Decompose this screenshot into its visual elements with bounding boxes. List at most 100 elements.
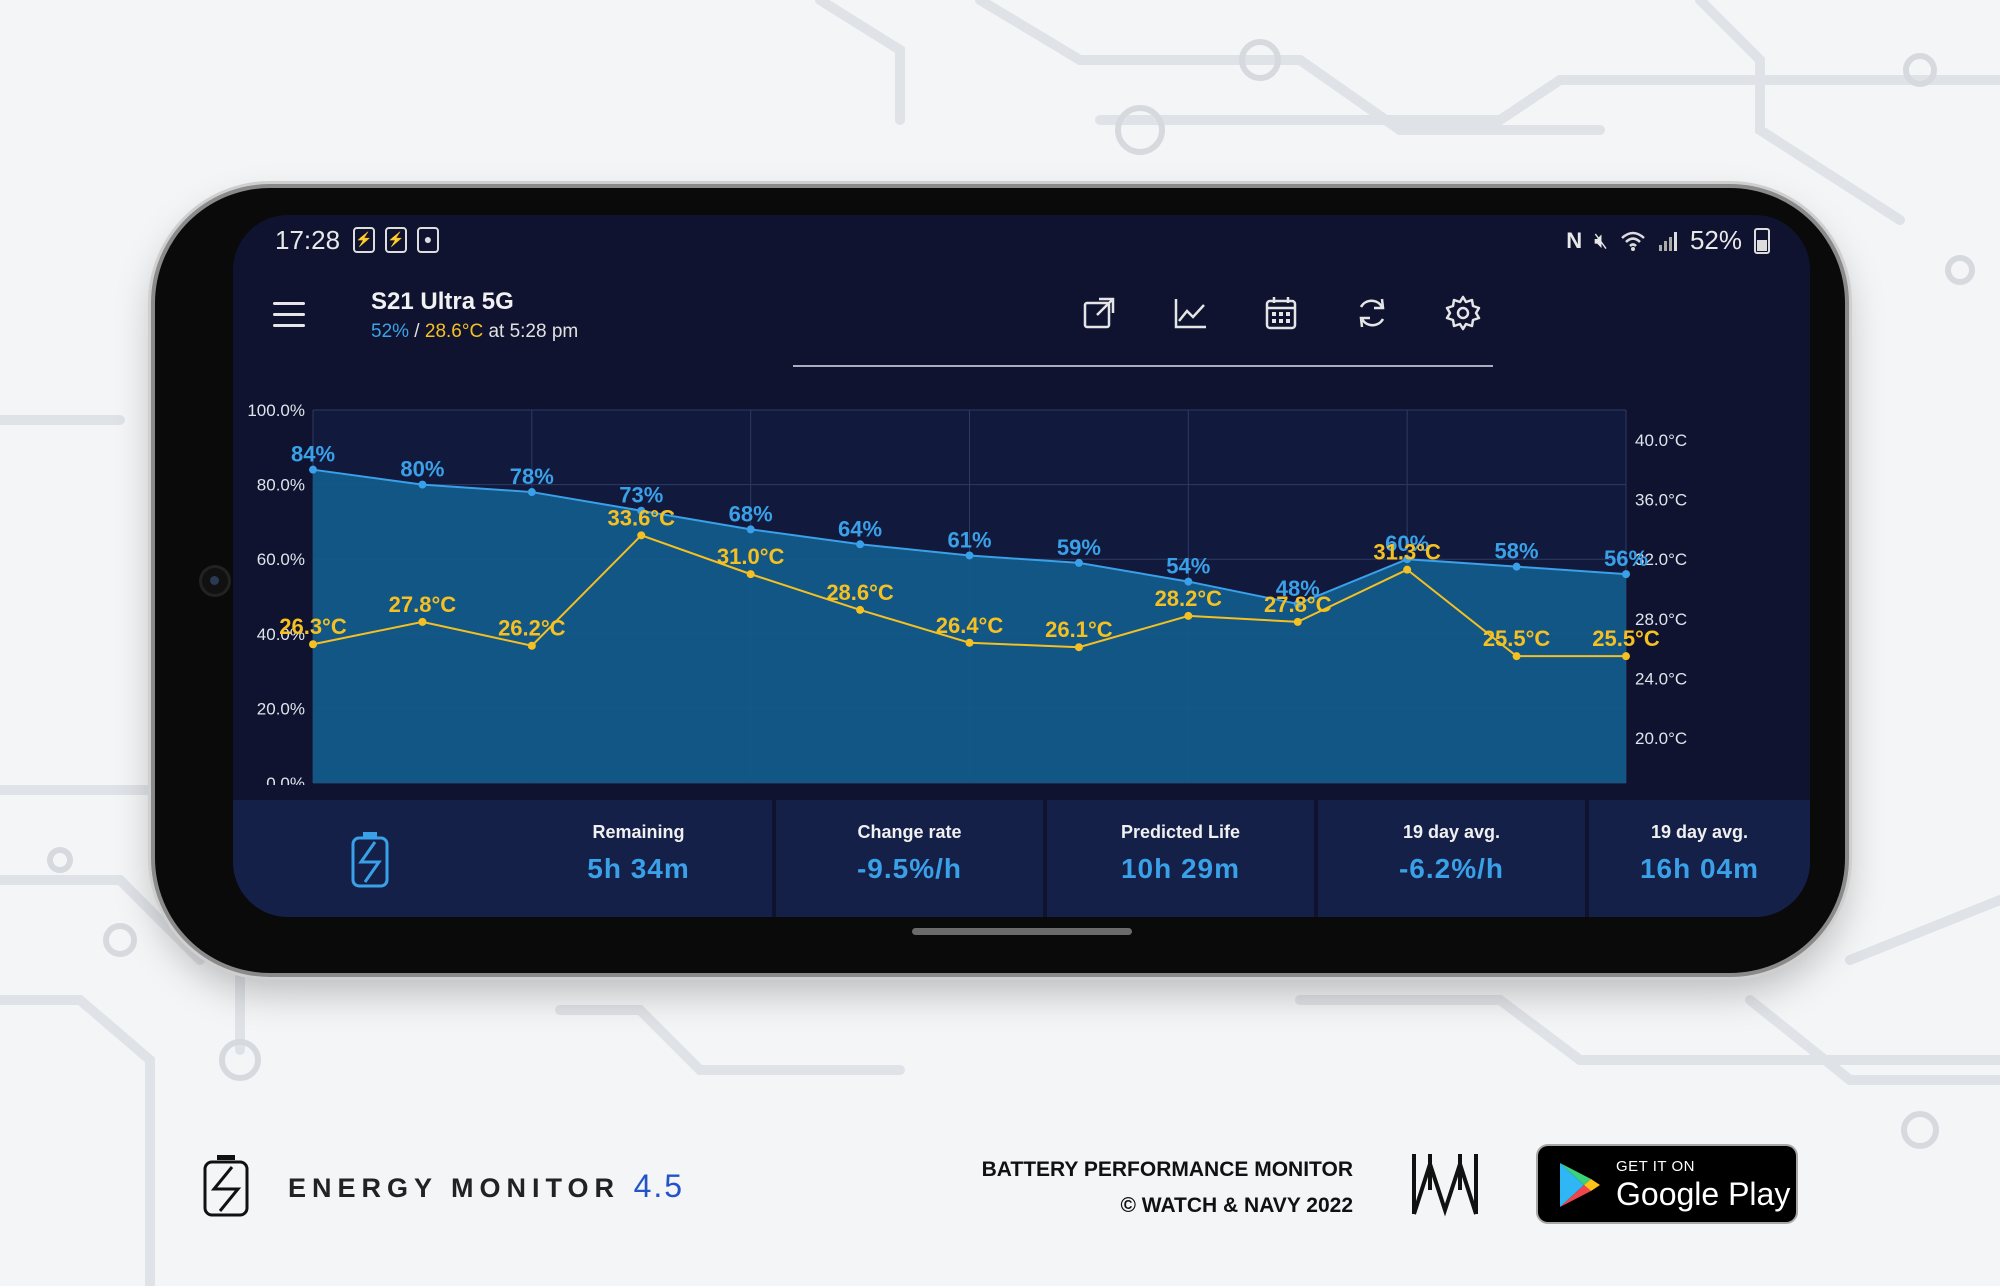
signal-icon (1658, 231, 1677, 251)
battery-data-label: 73% (619, 483, 663, 508)
stat-label: 19 day avg. (1650, 822, 1749, 842)
temperature-point (418, 617, 427, 626)
battery-point (1184, 577, 1193, 586)
temperature-point (746, 570, 755, 579)
stat-remaining: Remaining 5h 34m (505, 800, 772, 917)
temperature-data-label: 27.8°C (1264, 592, 1332, 617)
temperature-data-label: 26.4°C (936, 613, 1004, 638)
temperature-point (309, 640, 317, 649)
battery-point (1293, 599, 1302, 608)
stat-avg-rate: 19 day avg. -6.2%/h (1318, 800, 1585, 917)
stat-label: Change rate (857, 822, 962, 842)
battery-data-label: 60% (1385, 531, 1429, 556)
summary-temperature: 28.6°C (424, 321, 484, 342)
battery-data-label: 64% (838, 516, 882, 541)
stat-change-rate: Change rate -9.5%/h (776, 800, 1043, 917)
wifi-icon (1621, 231, 1645, 251)
y-left-tick-label: 0.0% (266, 774, 305, 785)
y-left-tick-label: 80.0% (257, 476, 305, 495)
energy-monitor-logo-icon (203, 1155, 249, 1217)
temperature-data-label: 26.3°C (279, 614, 347, 639)
settings-icon[interactable] (1443, 293, 1483, 333)
temperature-point (1184, 611, 1193, 620)
open-external-icon[interactable] (1079, 293, 1119, 333)
temperature-point (856, 605, 865, 614)
stat-value: 16h 04m (1639, 853, 1760, 884)
watch-navy-logo-icon (1412, 1154, 1478, 1217)
stats-logo-cell (233, 800, 505, 917)
battery-percent: 52% (1689, 225, 1742, 255)
y-left-tick-label: 60.0% (257, 550, 305, 569)
trend-chart-icon[interactable] (1170, 293, 1210, 333)
temperature-data-label: 33.6°C (607, 505, 675, 530)
battery-data-label: 58% (1495, 539, 1539, 564)
temperature-point (965, 638, 974, 647)
stat-value: 10h 29m (1120, 853, 1241, 884)
status-time: 17:28 (275, 225, 341, 255)
front-camera (202, 568, 228, 594)
store-name: Google Play (1616, 1176, 1791, 1212)
battery-chart: 0.0% 20.0% 40.0% 60.0% 80.0% 100.0% 20.0°C 24.0… (247, 401, 1687, 785)
battery-point (965, 551, 974, 560)
temperature-data-label: 31.0°C (717, 544, 785, 569)
volume-button (430, 181, 625, 189)
header-divider (793, 365, 1493, 367)
stat-predicted-life: Predicted Life 10h 29m (1047, 800, 1314, 917)
stat-label: 19 day avg. (1402, 822, 1501, 842)
google-play-icon (1560, 1163, 1600, 1207)
tagline-title: BATTERY PERFORMANCE MONITOR (981, 1158, 1353, 1181)
battery-point (856, 540, 865, 549)
brand-title: ENERGY MONITOR (288, 1173, 621, 1203)
battery-data-label: 68% (729, 501, 773, 526)
battery-data-label: 59% (1057, 535, 1101, 560)
temperature-data-label: 27.8°C (389, 592, 457, 617)
temperature-point (527, 641, 536, 650)
temperature-data-label: 28.6°C (826, 580, 894, 605)
temperature-point (637, 531, 646, 540)
temperature-point (1074, 643, 1083, 652)
battery-point (309, 465, 317, 474)
store-small-text: GET IT ON (1616, 1158, 1695, 1175)
temperature-data-label: 26.1°C (1045, 617, 1113, 642)
notification-icon: ● (417, 227, 439, 253)
temperature-point (1403, 565, 1412, 574)
menu-icon[interactable] (273, 302, 305, 328)
battery-point (527, 488, 536, 497)
home-indicator (912, 928, 1132, 935)
phone-screen: 17:28 ⚡ ⚡ ● N 🔇︎ 52% (233, 215, 1810, 917)
stat-value: 5h 34m (587, 853, 690, 884)
battery-data-label: 61% (947, 527, 991, 552)
summary-separator: / (409, 321, 425, 342)
y-right-tick-label: 32.0°C (1635, 550, 1687, 569)
calendar-icon[interactable] (1261, 293, 1301, 333)
y-left-tick-label: 100.0% (247, 401, 305, 420)
temperature-data-label: 28.2°C (1155, 586, 1223, 611)
stat-label: Remaining (592, 822, 685, 842)
google-play-badge[interactable]: GET IT ON Google Play (1538, 1146, 1796, 1222)
stat-value: -9.5%/h (856, 853, 963, 884)
brand-name: ENERGY MONITOR 4.5 (288, 1168, 684, 1205)
refresh-icon[interactable] (1352, 293, 1392, 333)
battery-point (418, 480, 427, 489)
battery-data-label: 54% (1166, 554, 1210, 579)
battery-data-label: 56% (1604, 546, 1648, 571)
temperature-data-label: 25.5°C (1592, 626, 1660, 651)
summary-percent: 52% (371, 321, 410, 342)
battery-data-label: 48% (1276, 576, 1320, 601)
stat-label: Predicted Life (1120, 822, 1241, 842)
battery-data-label: 80% (400, 457, 444, 482)
battery-logo-icon (351, 832, 389, 888)
battery-point (746, 525, 755, 534)
y-right-tick-label: 20.0°C (1635, 729, 1687, 748)
summary-time: at 5:28 pm (483, 321, 579, 342)
mute-icon: 🔇︎ (1594, 227, 1608, 253)
brand-version: 4.5 (633, 1168, 685, 1204)
y-right-tick-label: 40.0°C (1635, 431, 1687, 450)
battery-point (1074, 558, 1083, 567)
device-title: S21 Ultra 5G (371, 288, 514, 315)
y-left-tick-label: 20.0% (257, 699, 305, 718)
power-button (758, 181, 868, 189)
nfc-icon: N (1566, 227, 1583, 253)
temperature-data-label: 31.3°C (1373, 540, 1441, 565)
status-bar: 17:28 ⚡ ⚡ ● N 🔇︎ 52% (233, 215, 1810, 265)
